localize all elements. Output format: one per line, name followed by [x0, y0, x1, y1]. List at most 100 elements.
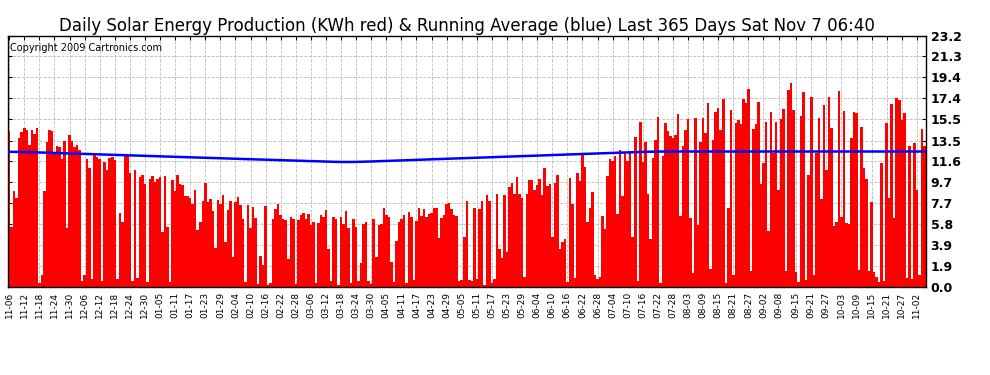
Bar — [340, 217, 343, 287]
Bar — [70, 141, 73, 287]
Bar — [450, 209, 453, 287]
Bar — [18, 138, 21, 287]
Bar — [571, 204, 573, 287]
Bar — [890, 104, 893, 287]
Bar — [818, 118, 820, 287]
Bar — [393, 282, 395, 287]
Bar — [651, 159, 654, 287]
Bar — [390, 262, 393, 287]
Bar — [715, 112, 717, 287]
Bar — [151, 176, 153, 287]
Bar — [581, 153, 584, 287]
Bar — [720, 130, 722, 287]
Bar — [245, 282, 247, 287]
Bar — [88, 168, 91, 287]
Bar — [707, 103, 710, 287]
Bar — [803, 92, 805, 287]
Bar — [289, 217, 292, 287]
Bar — [526, 194, 529, 287]
Bar — [759, 184, 762, 287]
Bar — [142, 175, 144, 287]
Bar — [83, 275, 86, 287]
Bar — [548, 184, 551, 287]
Bar — [98, 159, 101, 287]
Bar — [129, 173, 131, 287]
Bar — [536, 185, 539, 287]
Bar — [302, 213, 305, 287]
Bar — [408, 212, 410, 287]
Bar — [529, 180, 531, 287]
Bar — [458, 280, 460, 287]
Bar — [710, 268, 712, 287]
Bar — [104, 162, 106, 287]
Bar — [825, 170, 828, 287]
Bar — [488, 201, 491, 287]
Bar — [447, 203, 450, 287]
Bar — [375, 257, 377, 287]
Bar — [240, 204, 242, 287]
Bar — [443, 215, 446, 287]
Bar — [780, 119, 782, 287]
Bar — [328, 249, 330, 287]
Bar — [78, 150, 81, 287]
Bar — [629, 151, 632, 287]
Bar — [795, 272, 797, 287]
Bar — [227, 210, 229, 287]
Bar — [181, 185, 184, 287]
Bar — [584, 167, 586, 287]
Bar — [114, 160, 116, 287]
Bar — [377, 225, 380, 287]
Bar — [148, 179, 151, 287]
Bar — [207, 202, 209, 287]
Bar — [196, 230, 199, 287]
Bar — [845, 222, 847, 287]
Bar — [880, 163, 883, 287]
Bar — [33, 135, 36, 287]
Bar — [453, 215, 455, 287]
Bar — [352, 219, 354, 287]
Bar — [405, 284, 408, 287]
Bar — [345, 211, 347, 287]
Bar — [820, 199, 823, 287]
Bar — [202, 201, 204, 287]
Bar — [254, 217, 256, 287]
Bar — [338, 285, 340, 287]
Bar — [81, 281, 83, 287]
Bar — [842, 111, 845, 287]
Bar — [589, 209, 591, 287]
Bar — [317, 223, 320, 287]
Bar — [906, 278, 908, 287]
Bar — [380, 224, 382, 287]
Bar — [838, 91, 841, 287]
Bar — [679, 216, 682, 287]
Bar — [139, 177, 142, 287]
Bar — [556, 176, 558, 287]
Bar — [865, 179, 868, 287]
Bar — [506, 252, 508, 287]
Bar — [58, 147, 60, 287]
Bar — [692, 273, 694, 287]
Bar — [465, 201, 468, 287]
Bar — [297, 219, 300, 287]
Bar — [546, 186, 548, 287]
Bar — [116, 279, 119, 287]
Bar — [46, 142, 49, 287]
Bar — [606, 176, 609, 287]
Bar — [398, 222, 400, 287]
Bar — [594, 274, 596, 287]
Bar — [242, 219, 245, 287]
Bar — [727, 208, 730, 287]
Bar — [91, 279, 93, 287]
Bar — [343, 224, 345, 287]
Bar — [478, 209, 480, 287]
Bar — [772, 153, 775, 287]
Bar — [186, 196, 189, 287]
Bar — [847, 224, 850, 287]
Bar — [372, 219, 375, 287]
Bar — [274, 209, 277, 287]
Bar — [436, 208, 438, 287]
Bar — [232, 256, 235, 287]
Bar — [534, 190, 536, 287]
Bar — [792, 110, 795, 287]
Bar — [735, 123, 738, 287]
